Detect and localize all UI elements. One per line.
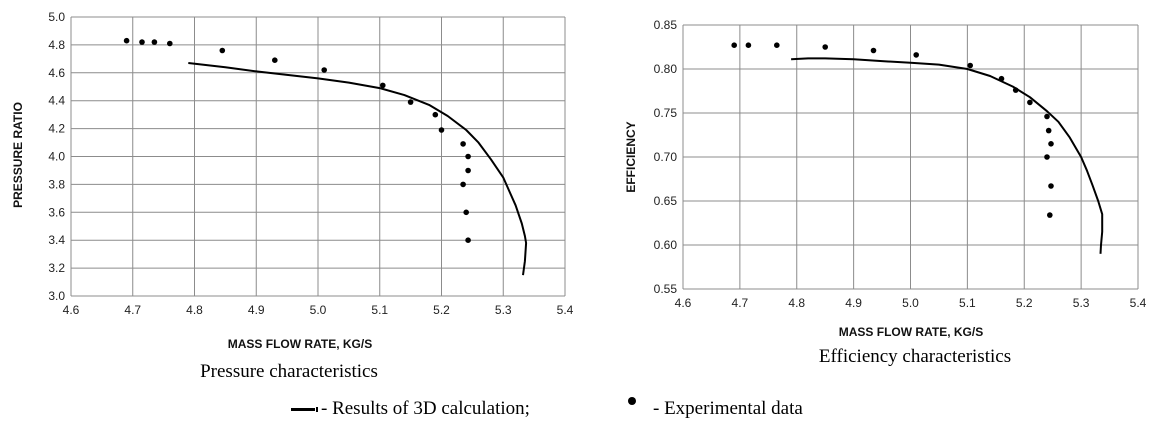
pressure-y-axis-title: PRESSURE RATIO bbox=[11, 102, 25, 208]
efficiency-experimental-point bbox=[745, 42, 752, 48]
pressure-x-axis-title: MASS FLOW RATE, KG/S bbox=[228, 337, 372, 351]
efficiency-experimental-point bbox=[1048, 183, 1054, 189]
efficiency-experimental-point bbox=[822, 44, 828, 50]
efficiency-chart: 0.55 0.60 0.65 0.70 0.75 0.80 0.85 4.6 4.7 4.8 4.9… bbox=[624, 18, 1147, 367]
efficiency-y-tick-label: 0.75 bbox=[654, 106, 678, 120]
pressure-experimental-point bbox=[321, 67, 328, 73]
efficiency-x-axis-title: MASS FLOW RATE, KG/S bbox=[839, 325, 983, 339]
pressure-experimental-point bbox=[465, 153, 471, 160]
efficiency-y-tick-label: 0.60 bbox=[654, 238, 678, 252]
pressure-y-tick-label: 3.6 bbox=[48, 205, 65, 219]
pressure-experimental-point bbox=[123, 37, 130, 44]
pressure-experimental-point bbox=[460, 181, 466, 188]
efficiency-x-tick-label: 5.0 bbox=[902, 296, 919, 310]
efficiency-experimental-point bbox=[1027, 99, 1033, 106]
legend-dot-marker bbox=[628, 397, 636, 405]
efficiency-ticks: 0.55 0.60 0.65 0.70 0.75 0.80 0.85 4.6 4.7 4.8 4.9… bbox=[654, 18, 1147, 310]
efficiency-x-tick-label: 4.9 bbox=[845, 296, 862, 310]
efficiency-y-axis-title: EFFICIENCY bbox=[624, 121, 638, 192]
pressure-marks bbox=[123, 37, 528, 276]
legend-line-label: - Results of 3D calculation; bbox=[321, 398, 530, 419]
efficiency-experimental-point bbox=[913, 52, 919, 58]
efficiency-experimental-point bbox=[998, 75, 1005, 82]
pressure-x-tick-label: 4.9 bbox=[248, 303, 265, 317]
efficiency-calculation-line bbox=[791, 57, 1104, 254]
efficiency-x-tick-label: 4.7 bbox=[732, 296, 749, 310]
efficiency-grid bbox=[682, 24, 1139, 290]
pressure-y-tick-label: 3.8 bbox=[48, 177, 65, 191]
efficiency-experimental-point bbox=[870, 47, 877, 54]
pressure-experimental-point bbox=[219, 47, 226, 54]
efficiency-y-tick-label: 0.65 bbox=[654, 194, 678, 208]
pressure-experimental-point bbox=[460, 141, 466, 147]
efficiency-experimental-point bbox=[731, 42, 737, 48]
efficiency-experimental-point bbox=[967, 62, 973, 69]
pressure-x-tick-label: 4.7 bbox=[124, 303, 141, 317]
pressure-x-tick-label: 4.8 bbox=[186, 303, 203, 317]
efficiency-x-tick-label: 4.8 bbox=[788, 296, 805, 310]
efficiency-experimental-point bbox=[774, 42, 780, 48]
pressure-y-tick-label: 4.2 bbox=[48, 122, 65, 136]
efficiency-experimental-point bbox=[1047, 212, 1053, 218]
pressure-experimental-point bbox=[432, 111, 439, 118]
pressure-x-tick-label: 4.6 bbox=[63, 303, 80, 317]
pressure-experimental-point bbox=[272, 57, 278, 63]
pressure-experimental-point bbox=[380, 82, 386, 89]
efficiency-x-tick-label: 5.3 bbox=[1073, 296, 1090, 310]
efficiency-experimental-point bbox=[1012, 87, 1019, 93]
efficiency-x-tick-label: 5.4 bbox=[1130, 296, 1147, 310]
pressure-grid bbox=[70, 16, 566, 297]
pressure-x-tick-label: 5.3 bbox=[495, 303, 512, 317]
pressure-chart: 3.0 3.2 3.4 3.6 3.8 4.0 4.2 4.4 4.6 4.8 5.0 4.6 4.7 4… bbox=[11, 10, 574, 382]
efficiency-x-tick-label: 4.6 bbox=[675, 296, 692, 310]
pressure-experimental-point bbox=[465, 237, 471, 243]
pressure-experimental-point bbox=[139, 39, 145, 45]
pressure-x-tick-label: 5.2 bbox=[433, 303, 450, 317]
pressure-experimental-point bbox=[438, 127, 445, 133]
efficiency-marks bbox=[731, 42, 1104, 254]
pressure-x-tick-label: 5.0 bbox=[310, 303, 327, 317]
efficiency-experimental-point bbox=[1044, 113, 1050, 120]
legend: - Results of 3D calculation; - Experimen… bbox=[291, 397, 803, 419]
pressure-y-tick-label: 5.0 bbox=[48, 10, 65, 24]
pressure-caption: Pressure characteristics bbox=[200, 361, 378, 382]
pressure-ticks: 3.0 3.2 3.4 3.6 3.8 4.0 4.2 4.4 4.6 4.8 5.0 4.6 4.7 4… bbox=[48, 10, 573, 317]
efficiency-y-tick-label: 0.85 bbox=[654, 18, 678, 32]
pressure-experimental-point bbox=[465, 167, 471, 174]
efficiency-x-tick-label: 5.1 bbox=[959, 296, 976, 310]
pressure-experimental-point bbox=[407, 99, 414, 105]
efficiency-caption: Efficiency characteristics bbox=[819, 346, 1011, 367]
pressure-y-tick-label: 4.8 bbox=[48, 38, 65, 52]
pressure-x-tick-label: 5.1 bbox=[371, 303, 388, 317]
efficiency-y-tick-label: 0.70 bbox=[654, 150, 678, 164]
legend-line-swatch-tail bbox=[316, 407, 318, 412]
pressure-y-tick-label: 3.4 bbox=[48, 233, 65, 247]
efficiency-x-tick-label: 5.2 bbox=[1016, 296, 1033, 310]
legend-line-swatch bbox=[291, 408, 315, 411]
efficiency-y-tick-label: 0.55 bbox=[654, 282, 678, 296]
pressure-experimental-point bbox=[151, 39, 158, 45]
efficiency-experimental-point bbox=[1044, 154, 1050, 160]
pressure-y-tick-label: 3.2 bbox=[48, 261, 65, 275]
efficiency-experimental-point bbox=[1048, 141, 1054, 147]
efficiency-experimental-point bbox=[1045, 127, 1052, 134]
pressure-calculation-line bbox=[188, 62, 528, 276]
pressure-y-tick-label: 4.6 bbox=[48, 66, 65, 80]
pressure-experimental-point bbox=[167, 40, 173, 47]
pressure-x-tick-label: 5.4 bbox=[557, 303, 574, 317]
pressure-y-tick-label: 3.0 bbox=[48, 289, 65, 303]
pressure-y-tick-label: 4.0 bbox=[48, 150, 65, 164]
legend-dot-label: - Experimental data bbox=[653, 398, 803, 419]
pressure-experimental-point bbox=[463, 209, 470, 216]
pressure-y-tick-label: 4.4 bbox=[48, 94, 65, 108]
efficiency-y-tick-label: 0.80 bbox=[654, 62, 678, 76]
